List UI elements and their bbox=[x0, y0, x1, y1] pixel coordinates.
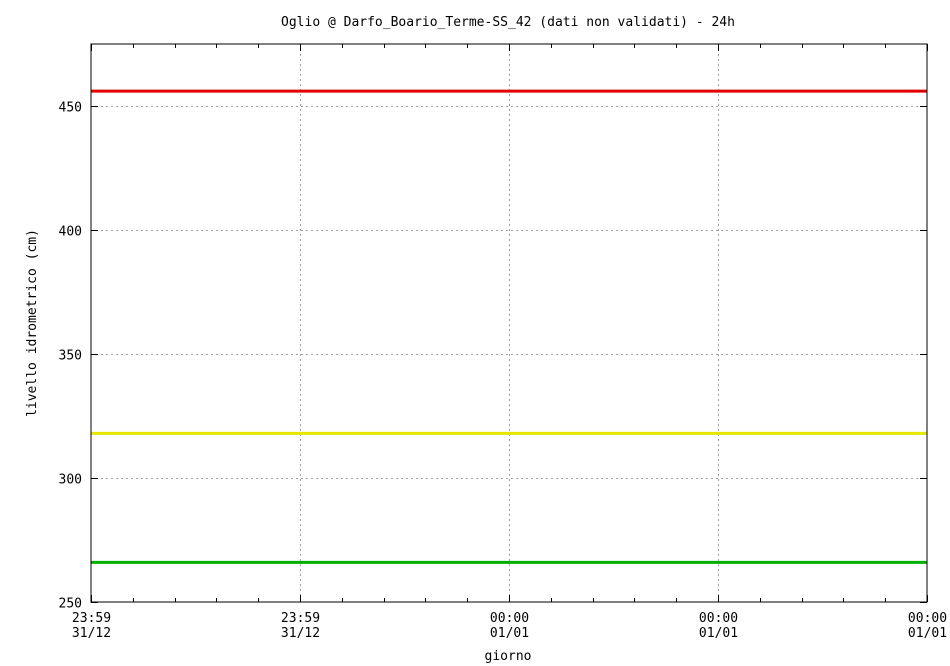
y-tick-label: 400 bbox=[59, 225, 82, 240]
x-tick-label-time: 00:00 bbox=[490, 611, 529, 626]
plot-frame bbox=[90, 43, 928, 603]
x-tick-label-time: 23:59 bbox=[281, 611, 320, 626]
x-tick-label-date: 01/01 bbox=[699, 626, 738, 641]
y-tick-label: 300 bbox=[59, 473, 82, 488]
grid bbox=[91, 44, 927, 602]
y-tick-label: 250 bbox=[59, 597, 82, 612]
y-axis-label: livello idrometrico (cm) bbox=[25, 229, 40, 417]
x-tick-label-date: 01/01 bbox=[490, 626, 529, 641]
chart-title: Oglio @ Darfo_Boario_Terme-SS_42 (dati n… bbox=[281, 15, 735, 30]
tick-marks bbox=[91, 44, 928, 603]
threshold-lines bbox=[91, 89, 927, 564]
y-tick-label: 450 bbox=[59, 101, 82, 116]
x-tick-label-time: 00:00 bbox=[908, 611, 947, 626]
x-tick-label-date: 01/01 bbox=[908, 626, 947, 641]
y-tick-labels: 250 300 350 400 450 bbox=[59, 101, 82, 612]
x-tick-label-date: 31/12 bbox=[281, 626, 320, 641]
x-tick-label-time: 23:59 bbox=[72, 611, 111, 626]
y-tick-label: 350 bbox=[59, 349, 82, 364]
x-tick-label-time: 00:00 bbox=[699, 611, 738, 626]
x-axis-label: giorno bbox=[485, 649, 532, 664]
x-tick-labels: 23:5931/1223:5931/1200:0001/0100:0001/01… bbox=[72, 611, 947, 641]
x-tick-label-date: 31/12 bbox=[72, 626, 111, 641]
